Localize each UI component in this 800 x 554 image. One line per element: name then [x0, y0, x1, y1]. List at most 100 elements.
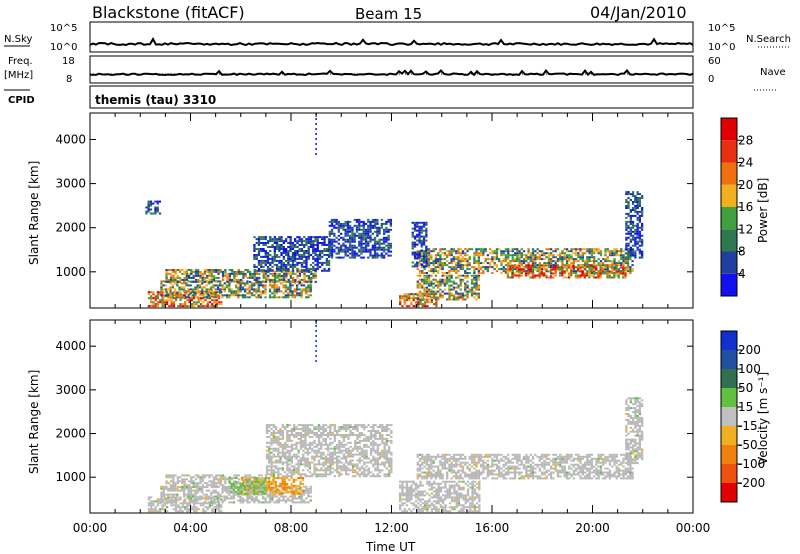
heatmap-cell	[518, 258, 521, 261]
heatmap-cell	[181, 303, 184, 306]
heatmap-cell	[163, 299, 166, 302]
heatmap-cell	[244, 294, 247, 297]
heatmap-cell	[290, 443, 293, 446]
heatmap-cell	[329, 467, 332, 470]
heatmap-cell	[316, 263, 319, 266]
heatmap-cell	[293, 453, 296, 456]
heatmap-cell	[294, 263, 297, 266]
heatmap-cell	[450, 274, 453, 277]
heatmap-cell	[248, 284, 251, 287]
heatmap-cell	[272, 453, 275, 456]
heatmap-cell	[434, 284, 437, 287]
heatmap-cell	[437, 298, 440, 301]
heatmap-cell	[264, 255, 267, 258]
heatmap-cell	[427, 260, 431, 263]
heatmap-cell	[324, 443, 327, 446]
heatmap-cell	[477, 270, 480, 273]
heatmap-cell	[268, 435, 271, 438]
heatmap-cell	[179, 502, 182, 505]
heatmap-cell	[212, 484, 216, 487]
heatmap-cell	[572, 252, 575, 255]
heatmap-cell	[184, 498, 187, 501]
heatmap-cell	[167, 476, 170, 479]
heatmap-cell	[625, 232, 628, 235]
heatmap-cell	[638, 244, 641, 247]
heatmap-cell	[383, 250, 386, 253]
heatmap-cell	[304, 475, 307, 478]
heatmap-cell	[279, 432, 282, 434]
heatmap-cell	[418, 229, 421, 232]
heatmap-cell	[198, 290, 202, 293]
heatmap-cell	[315, 473, 318, 476]
heatmap-cell	[590, 260, 593, 263]
heatmap-cell	[262, 244, 265, 246]
heatmap-cell	[302, 439, 305, 442]
heatmap-cell	[237, 482, 240, 485]
heatmap-cell	[250, 495, 254, 498]
heatmap-cell	[629, 270, 632, 273]
heatmap-cell	[520, 270, 523, 273]
heatmap-cell	[212, 480, 216, 483]
heatmap-cell	[167, 497, 170, 500]
heatmap-cell	[179, 510, 182, 513]
heatmap-cell	[185, 290, 188, 293]
heatmap-cell	[416, 286, 419, 289]
heatmap-cell	[450, 288, 453, 291]
heatmap-cell	[239, 484, 242, 487]
heatmap-cell	[511, 254, 514, 257]
heatmap-cell	[527, 268, 530, 271]
heatmap-cell	[308, 471, 312, 474]
heatmap-cell	[634, 238, 637, 241]
heatmap-cell	[306, 457, 309, 460]
heatmap-cell	[298, 240, 301, 243]
heatmap-cell	[172, 504, 175, 507]
heatmap-cell	[293, 434, 296, 436]
heatmap-cell	[167, 482, 170, 485]
heatmap-cell	[418, 270, 422, 273]
heatmap-cell	[203, 276, 207, 279]
heatmap-cell	[235, 292, 238, 295]
heatmap-cell	[241, 499, 245, 502]
heatmap-cell	[416, 280, 419, 283]
heatmap-cell	[309, 290, 312, 293]
heatmap-cell	[286, 465, 289, 468]
heatmap-cell	[322, 430, 325, 432]
heatmap-cell	[257, 499, 260, 502]
heatmap-cell	[228, 487, 231, 490]
heatmap-cell	[194, 269, 198, 271]
heatmap-cell	[484, 258, 487, 261]
heatmap-cell	[183, 288, 186, 291]
heatmap-cell	[342, 222, 345, 225]
heatmap-cell	[527, 258, 530, 261]
heatmap-cell	[422, 229, 426, 232]
heatmap-cell	[383, 246, 386, 249]
heatmap-cell	[427, 248, 431, 251]
heatmap-cell	[518, 252, 521, 255]
heatmap-cell	[192, 493, 195, 496]
heatmap-cell	[297, 434, 300, 436]
heatmap-cell	[613, 264, 616, 267]
heatmap-cell	[597, 276, 600, 279]
heatmap-cell	[410, 293, 413, 296]
heatmap-cell	[446, 264, 449, 267]
heatmap-cell	[190, 305, 194, 308]
heatmap-cell	[293, 497, 297, 500]
heatmap-cell	[320, 426, 323, 429]
heatmap-cell	[260, 248, 263, 250]
heatmap-cell	[410, 303, 413, 306]
heatmap-cell	[360, 232, 363, 235]
heatmap-cell	[167, 280, 170, 283]
heatmap-cell	[277, 432, 280, 434]
heatmap-cell	[249, 474, 252, 477]
heatmap-cell	[326, 465, 330, 468]
heatmap-cell	[190, 291, 194, 294]
heatmap-cell	[506, 272, 510, 275]
heatmap-cell	[351, 256, 354, 259]
heatmap-cell	[617, 276, 620, 279]
heatmap-cell	[302, 469, 305, 472]
heatmap-cell	[270, 475, 273, 478]
heatmap-cell	[464, 248, 467, 251]
heatmap-cell	[296, 261, 299, 264]
heatmap-cell	[207, 495, 211, 498]
heatmap-cell	[418, 282, 422, 285]
